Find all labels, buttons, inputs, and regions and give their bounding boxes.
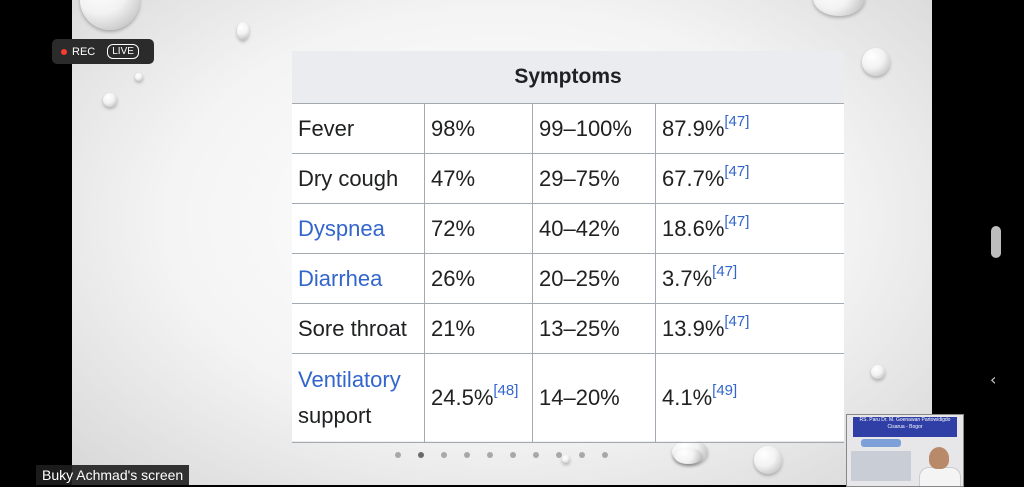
symptom-name: Sore throat [292, 303, 425, 354]
participant-body [919, 467, 961, 486]
page-dot[interactable] [579, 452, 585, 458]
page-dot[interactable] [464, 452, 470, 458]
cell-value-with-ref: 4.1%[49] [655, 353, 844, 443]
citation-link[interactable]: [47] [712, 262, 738, 280]
cell-value: 99–100% [532, 103, 656, 154]
citation-link[interactable]: [49] [712, 382, 738, 399]
drag-handle-icon[interactable] [991, 226, 1001, 258]
symptom-link-ventilatory[interactable]: Ventilatory [298, 367, 401, 392]
video-banner: RS. Paru Dr. M. Goenawan Partowidigdo Ci… [853, 417, 957, 437]
citation-link[interactable]: [47] [724, 212, 750, 230]
water-drop-decoration [103, 93, 117, 107]
participant-video-thumbnail[interactable]: RS. Paru Dr. M. Goenawan Partowidigdo Ci… [846, 414, 964, 487]
page-dot[interactable] [395, 452, 401, 458]
water-drop-decoration [862, 48, 890, 76]
cell-value: 14–20% [532, 353, 656, 443]
symptom-name: Fever [292, 103, 425, 154]
cell-value: 29–75% [532, 153, 656, 204]
symptom-name-cell: Ventilatory support [292, 353, 425, 443]
cell-value: 21% [424, 303, 533, 354]
cell-value: 72% [424, 203, 533, 254]
symptom-name-line2: support [298, 403, 372, 428]
symptom-name-cell: Dyspnea [292, 203, 425, 254]
page-dot[interactable] [510, 452, 516, 458]
table-row: Sore throat 21% 13–25% 13.9%[47] [292, 303, 844, 354]
cell-value: 47% [424, 153, 533, 204]
cell-value: 13–25% [532, 303, 656, 354]
cell-value: 98% [424, 103, 533, 154]
symptoms-table: Symptoms Fever 98% 99–100% 87.9%[47] Dry… [292, 51, 844, 443]
page-dot[interactable] [441, 452, 447, 458]
table-header: Symptoms [292, 51, 844, 104]
table-row: Diarrhea 26% 20–25% 3.7%[47] [292, 253, 844, 304]
page-dot[interactable] [533, 452, 539, 458]
cell-value-with-ref: 18.6%[47] [655, 203, 844, 254]
water-drop-decoration [80, 0, 140, 30]
chevron-left-icon[interactable]: ‹ [990, 370, 997, 389]
page-indicator[interactable] [395, 452, 608, 458]
cell-value-with-ref: 67.7%[47] [655, 153, 844, 204]
symptoms-table-container: Symptoms Fever 98% 99–100% 87.9%[47] Dry… [292, 51, 844, 443]
cell-value: 40–42% [532, 203, 656, 254]
symptom-link-diarrhea[interactable]: Diarrhea [298, 265, 383, 291]
citation-link[interactable]: [47] [724, 162, 750, 180]
water-drop-decoration [674, 448, 702, 464]
shared-slide: Symptoms Fever 98% 99–100% 87.9%[47] Dry… [72, 0, 932, 485]
water-drop-decoration [135, 73, 143, 81]
water-drop-decoration [871, 365, 885, 379]
citation-link[interactable]: [47] [724, 312, 750, 330]
screen-share-label: Buky Achmad's screen [36, 465, 190, 485]
symptom-link-dyspnea[interactable]: Dyspnea [298, 215, 385, 241]
table-row: Fever 98% 99–100% 87.9%[47] [292, 103, 844, 154]
water-drop-decoration [562, 455, 570, 463]
table-row: Dyspnea 72% 40–42% 18.6%[47] [292, 203, 844, 254]
hospital-logo [861, 439, 901, 447]
page-dot[interactable] [418, 452, 424, 458]
video-background [851, 451, 911, 481]
participant-avatar [929, 447, 949, 469]
record-dot-icon [61, 48, 67, 55]
water-drop-decoration [754, 446, 782, 474]
water-drop-decoration [237, 22, 249, 40]
table-row: Ventilatory support 24.5%[48] 14–20% 4.1… [292, 353, 844, 443]
page-dot[interactable] [487, 452, 493, 458]
citation-link[interactable]: [48] [493, 382, 519, 399]
water-drop-decoration [813, 0, 865, 16]
symptom-name: Dry cough [292, 153, 425, 204]
symptom-name-cell: Diarrhea [292, 253, 425, 304]
citation-link[interactable]: [47] [724, 112, 750, 130]
rec-label: REC [72, 45, 96, 58]
cell-value: 20–25% [532, 253, 656, 304]
cell-value-with-ref: 13.9%[47] [655, 303, 844, 354]
cell-value-with-ref: 24.5%[48] [424, 353, 533, 443]
page-dot[interactable] [602, 452, 608, 458]
cell-value-with-ref: 3.7%[47] [655, 253, 844, 304]
page-dot[interactable] [556, 452, 562, 458]
table-row: Dry cough 47% 29–75% 67.7%[47] [292, 153, 844, 204]
cell-value-with-ref: 87.9%[47] [655, 103, 844, 154]
recording-indicator: REC LIVE [52, 39, 154, 64]
live-badge: LIVE [107, 44, 139, 59]
cell-value: 26% [424, 253, 533, 304]
